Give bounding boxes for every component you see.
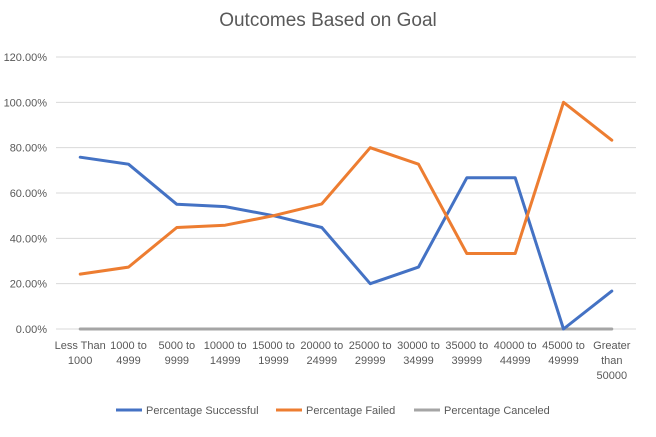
chart-title: Outcomes Based on Goal (219, 10, 437, 31)
x-tick-label: 40000 to 44999 (494, 340, 537, 367)
x-tick-label: Greater than 50000 (593, 340, 631, 382)
x-tick-label: 20000 to 24999 (300, 340, 343, 367)
series-line-percentage-successful (78, 155, 614, 331)
y-tick-label: 60.00% (10, 188, 48, 200)
y-tick-label: 80.00% (10, 143, 48, 155)
x-tick-label: 30000 to 34999 (397, 340, 440, 367)
y-tick-label: 0.00% (16, 324, 47, 336)
legend-label: Percentage Failed (306, 405, 395, 417)
x-tick-label: 45000 to 49999 (542, 340, 585, 367)
x-tick-label: Less Than 1000 (55, 340, 106, 367)
y-tick-label: 40.00% (10, 233, 48, 245)
x-tick-label: 35000 to 39999 (445, 340, 488, 367)
series-line-percentage-failed (78, 100, 614, 276)
y-tick-label: 20.00% (10, 279, 48, 291)
legend-label: Percentage Canceled (444, 405, 550, 417)
x-tick-label: 1000 to 4999 (110, 340, 147, 367)
x-tick-label: 15000 to 19999 (252, 340, 295, 367)
y-tick-label: 120.00% (4, 52, 48, 64)
x-tick-label: 10000 to 14999 (204, 340, 247, 367)
x-tick-label: 25000 to 29999 (349, 340, 392, 367)
x-tick-label: 5000 to 9999 (158, 340, 195, 367)
legend-label: Percentage Successful (146, 405, 259, 417)
y-tick-label: 100.00% (4, 97, 48, 109)
